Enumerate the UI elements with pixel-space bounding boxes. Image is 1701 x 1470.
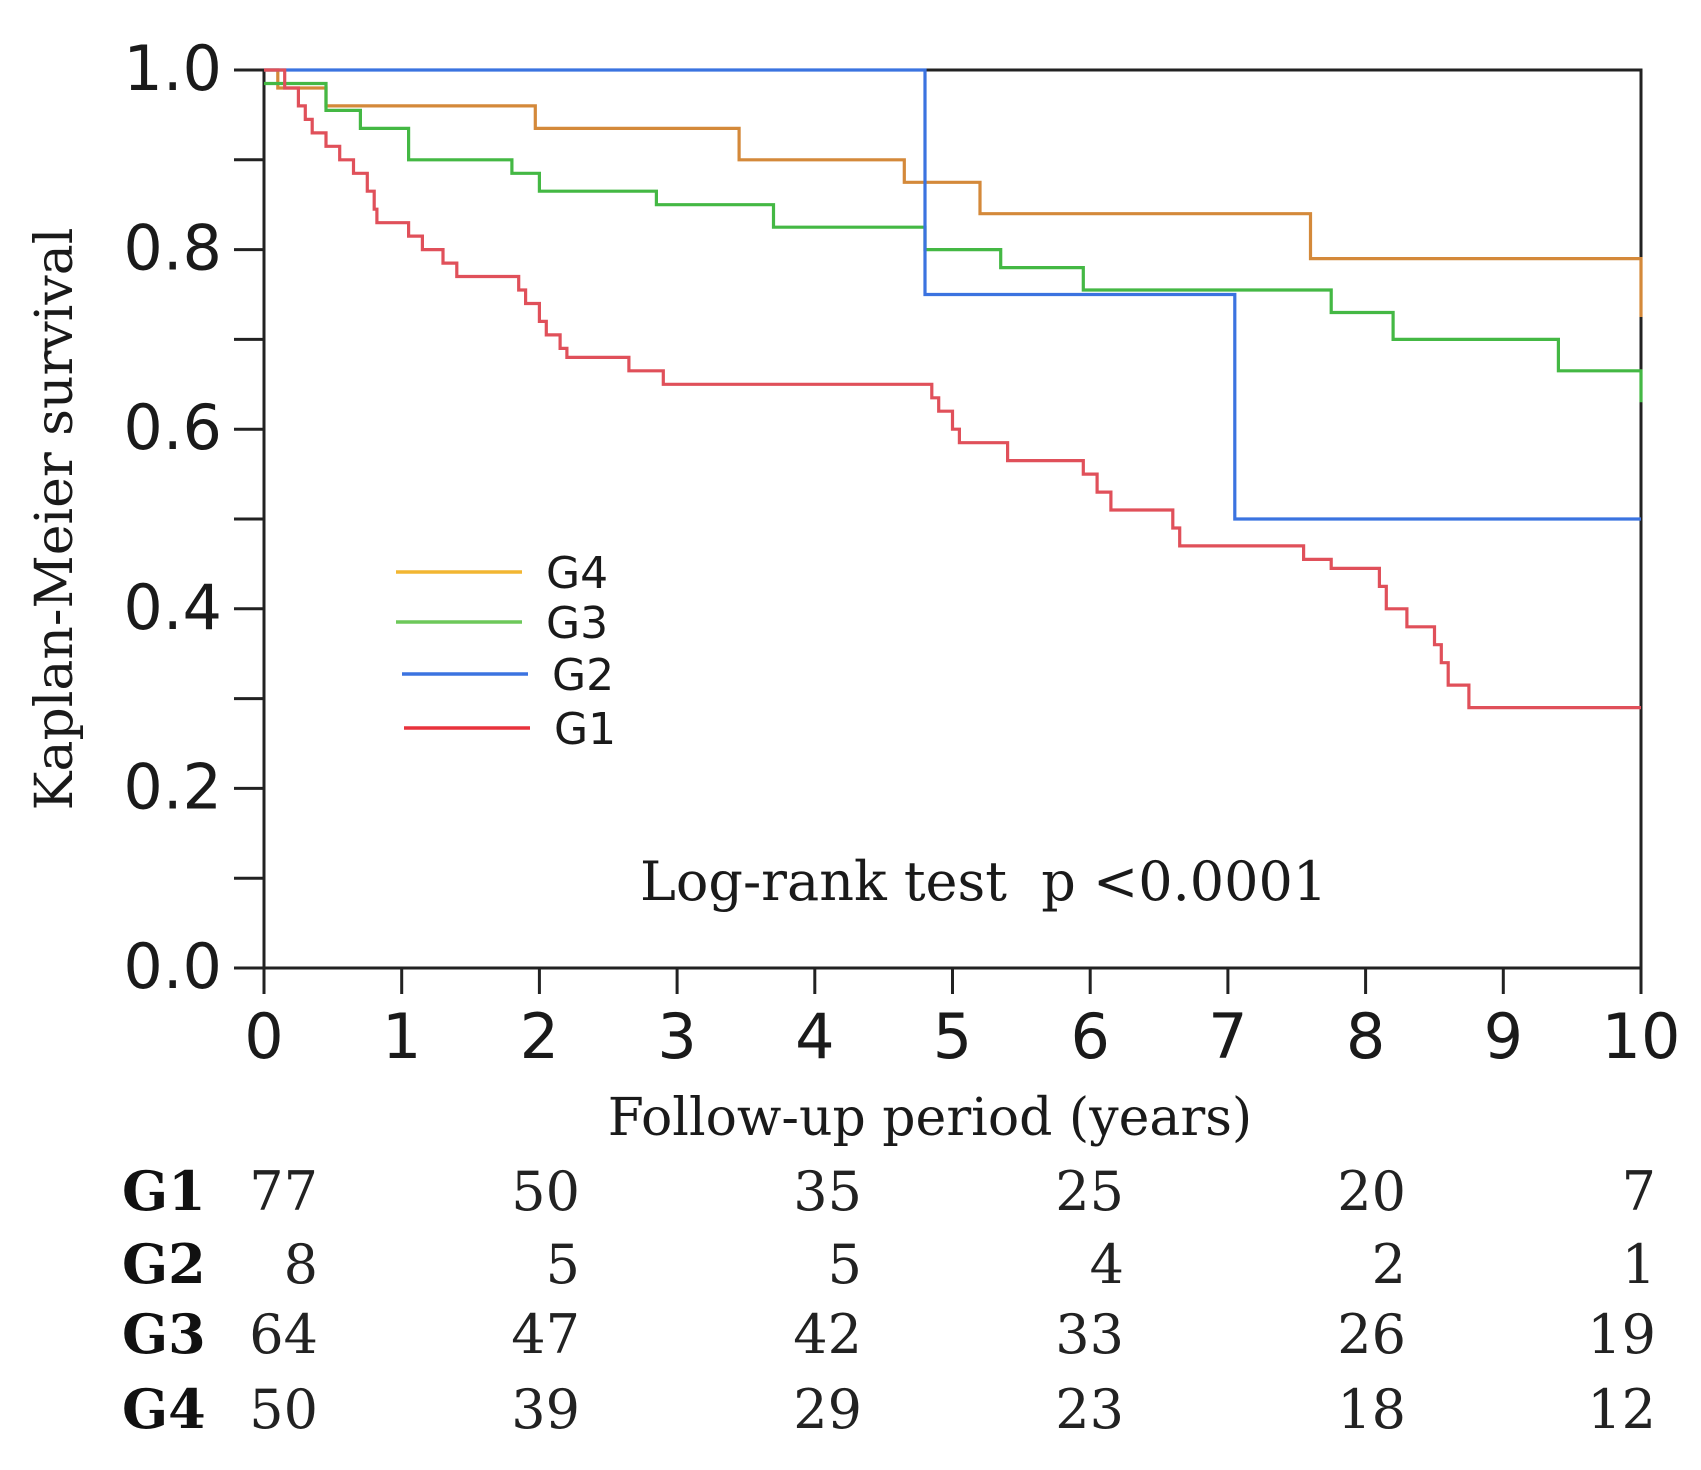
x-tick-label: 2: [520, 1000, 559, 1073]
legend-label-g1: G1: [554, 704, 616, 755]
legend-label-g3: G3: [546, 598, 608, 649]
x-tick-label: 10: [1602, 1000, 1681, 1073]
x-tick-label: 7: [1208, 1000, 1247, 1073]
risk-count: 7: [1622, 1160, 1656, 1223]
series-line-g1: [264, 68, 1641, 710]
risk-count: 4: [1090, 1233, 1124, 1296]
risk-row-label: G2: [122, 1232, 206, 1296]
risk-count: 18: [1337, 1378, 1406, 1441]
risk-count: 39: [511, 1378, 580, 1441]
risk-count: 29: [793, 1378, 862, 1441]
y-tick-label: 0.6: [123, 391, 222, 464]
x-tick-label: 1: [382, 1000, 421, 1073]
y-tick-label: 1.0: [123, 32, 222, 105]
risk-count: 12: [1587, 1378, 1656, 1441]
risk-count: 35: [793, 1160, 862, 1223]
series-line-g3: [264, 81, 1643, 403]
y-tick-label: 0.8: [123, 212, 222, 285]
x-tick-label: 3: [657, 1000, 696, 1073]
series-lines: [264, 68, 1643, 710]
risk-row-label: G3: [122, 1302, 206, 1366]
series-line-g4: [264, 68, 1643, 317]
x-tick-label: 6: [1070, 1000, 1109, 1073]
log-rank-annotation: Log-rank test p <0.0001: [640, 850, 1327, 913]
y-axis: 0.0 0.2 0.4 0.6 0.8 1.0: [123, 32, 264, 1003]
x-tick-label: 5: [933, 1000, 972, 1073]
y-axis-label: Kaplan-Meier survival: [25, 228, 85, 811]
risk-row-label: G1: [122, 1159, 206, 1223]
risk-count: 5: [546, 1233, 580, 1296]
risk-row-label: G4: [122, 1377, 206, 1441]
x-tick-label: 0: [244, 1000, 283, 1073]
risk-count: 23: [1055, 1378, 1124, 1441]
risk-count: 47: [511, 1303, 580, 1366]
x-axis-label: Follow-up period (years): [608, 1088, 1252, 1148]
x-axis: 0 1 2 3 4 5 6 7 8 9 10: [244, 968, 1680, 1073]
risk-count: 26: [1337, 1303, 1406, 1366]
x-tick-label: 9: [1484, 1000, 1523, 1073]
risk-count: 33: [1055, 1303, 1124, 1366]
risk-count: 25: [1055, 1160, 1124, 1223]
risk-count: 64: [249, 1303, 318, 1366]
risk-count: 20: [1337, 1160, 1406, 1223]
risk-count: 19: [1587, 1303, 1656, 1366]
legend-label-g4: G4: [546, 548, 608, 599]
risk-count: 8: [284, 1233, 318, 1296]
y-tick-label: 0.0: [123, 930, 222, 1003]
risk-count: 1: [1622, 1233, 1656, 1296]
risk-count: 42: [793, 1303, 862, 1366]
risk-count: 50: [511, 1160, 580, 1223]
risk-count: 50: [249, 1378, 318, 1441]
x-tick-label: 8: [1346, 1000, 1385, 1073]
x-tick-label: 4: [795, 1000, 834, 1073]
y-tick-label: 0.2: [123, 750, 222, 823]
y-tick-label: 0.4: [123, 571, 222, 644]
legend-label-g2: G2: [552, 650, 614, 701]
risk-count: 77: [249, 1160, 318, 1223]
series-line-g2: [264, 68, 1641, 521]
risk-count: 5: [828, 1233, 862, 1296]
risk-count: 2: [1372, 1233, 1406, 1296]
